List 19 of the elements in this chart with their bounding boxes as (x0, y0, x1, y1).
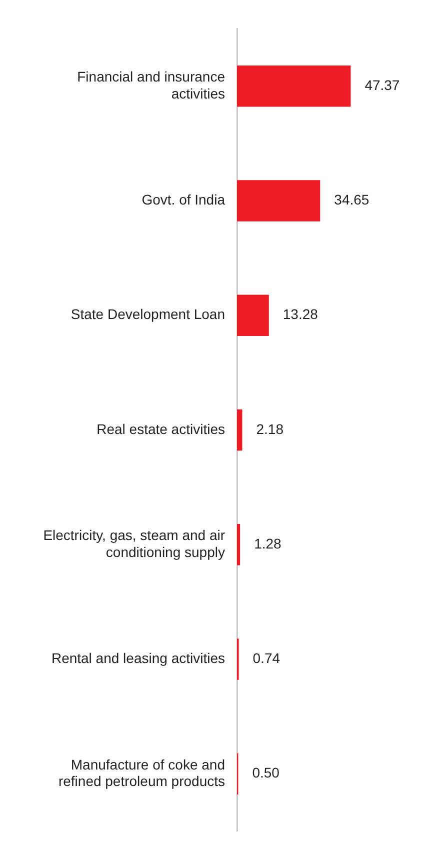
bar (237, 294, 269, 336)
bar (237, 524, 240, 566)
bar (237, 409, 242, 451)
data-label: 34.65 (334, 192, 370, 208)
data-label: 13.28 (282, 306, 318, 322)
data-label: 47.37 (364, 76, 400, 93)
bar (237, 65, 351, 107)
data-label: 2.18 (256, 420, 284, 437)
data-label: 0.50 (252, 764, 280, 781)
y-tick-label: Financial and insurance activities (77, 68, 226, 102)
y-tick-label: Real estate activities (96, 420, 225, 437)
data-label: 0.74 (252, 650, 280, 666)
y-tick-label: Manufacture of coke and refined petroleum products (58, 756, 225, 790)
y-tick-label: Rental and leasing activities (51, 650, 225, 666)
data-label: 1.28 (254, 535, 282, 552)
y-tick-label: State Development Loan (70, 306, 225, 322)
bar (237, 180, 320, 222)
y-tick-label: Govt. of India (142, 192, 226, 208)
y-tick-label: Electricity, gas, steam and air conditioning supply (43, 527, 226, 560)
